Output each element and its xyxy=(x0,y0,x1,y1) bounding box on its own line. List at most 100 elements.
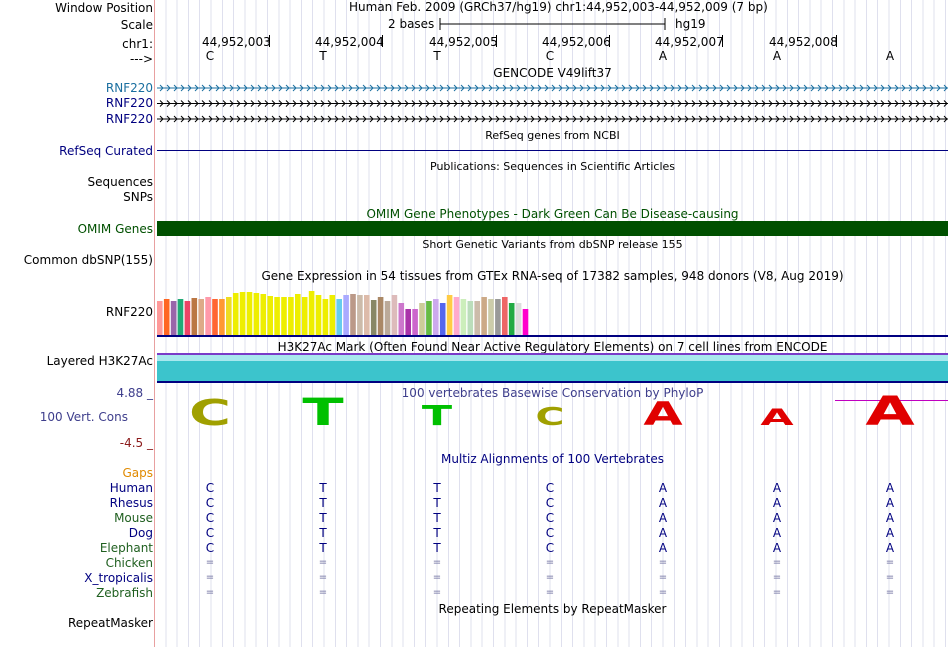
gtex-tissue-bar[interactable] xyxy=(419,303,425,335)
gtex-tissue-bar[interactable] xyxy=(226,297,232,335)
multiz-base: = xyxy=(658,557,668,568)
gtex-tissue-bar[interactable] xyxy=(453,297,460,335)
multiz-base: = xyxy=(545,572,555,583)
gtex-tissue-bar[interactable] xyxy=(239,292,246,335)
gtex-tissue-bar[interactable] xyxy=(288,297,294,335)
gencode-label-2[interactable]: RNF220 xyxy=(105,96,153,110)
gtex-tissue-bar[interactable] xyxy=(426,301,432,335)
multiz-species-label[interactable]: Rhesus xyxy=(109,496,153,510)
multiz-species-label[interactable]: Elephant xyxy=(99,541,153,555)
h3k27ac-label[interactable]: Layered H3K27Ac xyxy=(46,354,153,368)
gtex-tissue-bar[interactable] xyxy=(508,303,515,335)
publications-sequences-label[interactable]: Sequences xyxy=(87,175,153,189)
phylop-base-letter[interactable]: A xyxy=(760,405,794,431)
phylop-base-letter[interactable]: C xyxy=(189,393,231,434)
gtex-tissue-bar[interactable] xyxy=(384,301,391,335)
phylop-base-letter[interactable]: T xyxy=(422,400,452,432)
gtex-tissue-bar[interactable] xyxy=(329,295,336,335)
scale-bar xyxy=(439,18,666,30)
gtex-tissue-bar[interactable] xyxy=(495,299,501,335)
gtex-tissue-bar[interactable] xyxy=(170,301,177,335)
gtex-tissue-bar[interactable] xyxy=(198,299,204,335)
phylop-base-letter[interactable]: A xyxy=(865,388,914,434)
phylop-topline xyxy=(835,400,948,401)
gtex-tissue-bar[interactable] xyxy=(433,299,439,335)
gtex-tissue-bars[interactable] xyxy=(157,283,537,335)
gtex-tissue-bar[interactable] xyxy=(522,309,529,335)
gtex-tissue-bar[interactable] xyxy=(488,299,494,335)
ruler-base: C xyxy=(205,49,215,63)
gtex-tissue-bar[interactable] xyxy=(184,301,191,335)
scale-label: Scale xyxy=(120,18,153,32)
gtex-tissue-bar[interactable] xyxy=(232,293,239,335)
multiz-species-label[interactable]: X_tropicalis xyxy=(84,571,153,585)
gtex-tissue-bar[interactable] xyxy=(308,291,315,335)
multiz-species-label[interactable]: Chicken xyxy=(105,556,153,570)
gtex-tissue-bar[interactable] xyxy=(336,299,342,335)
phylop-base-letter[interactable]: A xyxy=(643,396,683,433)
gtex-tissue-bar[interactable] xyxy=(446,295,453,335)
ruler-tick xyxy=(496,35,497,47)
gtex-tissue-bar[interactable] xyxy=(267,296,273,335)
gtex-tissue-bar[interactable] xyxy=(412,309,418,335)
gtex-tissue-bar[interactable] xyxy=(481,297,487,335)
gtex-tissue-bar[interactable] xyxy=(295,294,301,335)
gtex-tissue-bar[interactable] xyxy=(315,295,322,335)
omim-label[interactable]: OMIM Genes xyxy=(77,222,153,236)
gtex-tissue-bar[interactable] xyxy=(350,294,356,335)
gtex-tissue-bar[interactable] xyxy=(343,295,349,335)
gtex-tissue-bar[interactable] xyxy=(474,301,480,335)
gencode-label-1[interactable]: RNF220 xyxy=(105,81,153,95)
refseq-feature-line[interactable] xyxy=(157,150,948,151)
refseq-label[interactable]: RefSeq Curated xyxy=(59,144,153,158)
gtex-tissue-bar[interactable] xyxy=(177,299,184,335)
gtex-tissue-bar[interactable] xyxy=(364,295,370,335)
gtex-tissue-bar[interactable] xyxy=(439,303,446,335)
multiz-gaps-label[interactable]: Gaps xyxy=(122,466,153,480)
gtex-label[interactable]: RNF220 xyxy=(105,305,153,319)
gtex-tissue-bar[interactable] xyxy=(163,299,170,335)
gtex-tissue-bar[interactable] xyxy=(253,293,260,335)
gtex-tissue-bar[interactable] xyxy=(391,295,398,335)
gtex-tissue-bar[interactable] xyxy=(502,297,508,335)
gtex-tissue-bar[interactable] xyxy=(205,297,211,335)
publications-snps-label[interactable]: SNPs xyxy=(123,190,153,204)
omim-feature-bar[interactable] xyxy=(157,221,948,236)
dbsnp-label[interactable]: Common dbSNP(155) xyxy=(23,253,153,267)
phylop-label[interactable]: 100 Vert. Cons xyxy=(39,410,128,424)
multiz-species-label[interactable]: Mouse xyxy=(114,511,153,525)
gtex-tissue-bar[interactable] xyxy=(246,292,253,335)
multiz-species-label[interactable]: Human xyxy=(109,481,153,495)
gtex-tissue-bar[interactable] xyxy=(260,294,267,335)
gtex-tissue-bar[interactable] xyxy=(370,300,377,335)
gtex-tissue-bar[interactable] xyxy=(467,301,474,335)
gtex-tissue-bar[interactable] xyxy=(357,295,363,335)
gtex-tissue-bar[interactable] xyxy=(301,297,308,335)
gtex-tissue-bar[interactable] xyxy=(157,301,163,335)
gtex-tissue-bar[interactable] xyxy=(515,303,522,335)
gtex-tissue-bar[interactable] xyxy=(191,298,198,335)
gtex-tissue-bar[interactable] xyxy=(322,299,329,335)
gtex-tissue-bar[interactable] xyxy=(219,299,225,335)
gtex-tissue-bar[interactable] xyxy=(274,297,280,335)
multiz-species-label[interactable]: Dog xyxy=(128,526,153,540)
h3k27ac-signal[interactable] xyxy=(157,361,948,381)
multiz-species-label[interactable]: Zebrafish xyxy=(96,586,153,600)
gtex-tissue-bar[interactable] xyxy=(281,297,287,335)
gtex-tissue-bar[interactable] xyxy=(212,299,218,335)
phylop-base-letter[interactable]: T xyxy=(302,390,344,434)
gencode-transcripts[interactable] xyxy=(157,81,949,127)
window-position-label: Window Position xyxy=(55,1,153,15)
repeatmasker-label[interactable]: RepeatMasker xyxy=(67,616,153,630)
gencode-label-3[interactable]: RNF220 xyxy=(105,112,153,126)
multiz-base: = xyxy=(432,572,442,583)
gtex-tissue-bar[interactable] xyxy=(398,303,405,335)
phylop-base-letter[interactable]: C xyxy=(536,402,565,431)
gtex-tissue-bar[interactable] xyxy=(460,299,467,335)
multiz-base: = xyxy=(545,557,555,568)
gtex-tissue-bar[interactable] xyxy=(405,309,411,335)
gtex-tissue-bar[interactable] xyxy=(377,297,384,335)
ruler-coordinate: 44,952,005 xyxy=(429,35,498,49)
